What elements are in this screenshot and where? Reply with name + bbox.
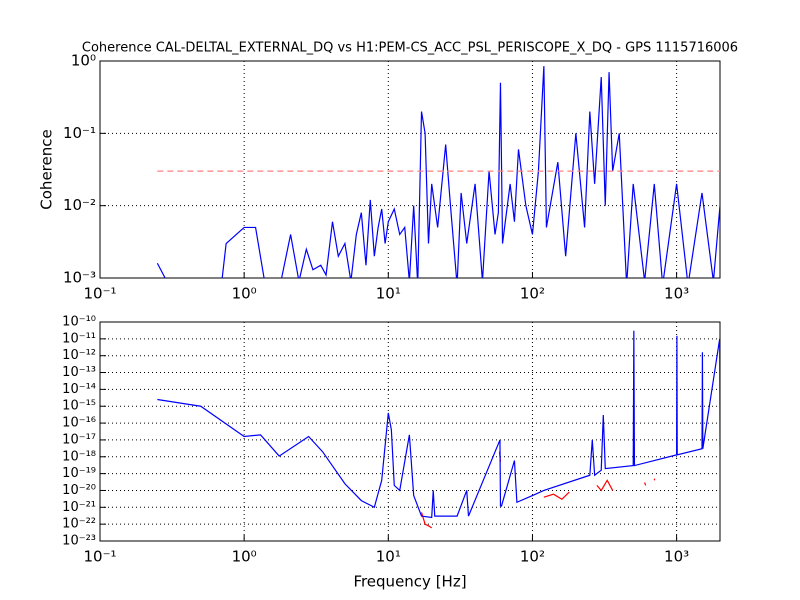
x-tick-label: 10⁰ xyxy=(232,285,257,303)
y-tick-label: 10⁻¹⁶ xyxy=(62,416,96,431)
y-tick-label: 10⁻¹ xyxy=(63,124,96,142)
axes-frame xyxy=(99,321,721,542)
plot-area xyxy=(156,66,720,278)
y-tick-label: 10⁻²¹ xyxy=(62,500,96,515)
y-tick-label: 10⁻³ xyxy=(63,269,96,287)
x-tick-label: 10¹ xyxy=(376,548,401,566)
y-tick-label: 10⁻²⁰ xyxy=(62,483,96,498)
x-tick-label: 10² xyxy=(520,285,545,303)
x-tick-label: 10² xyxy=(520,548,545,566)
chart-title: Coherence CAL-DELTAL_EXTERNAL_DQ vs H1:P… xyxy=(82,41,738,56)
y-tick-label: 10⁻¹⁸ xyxy=(62,449,96,464)
y-tick-label: 10⁻²² xyxy=(62,517,96,532)
data-line xyxy=(156,66,720,278)
y-tick-label: 10⁻¹⁰ xyxy=(62,315,96,330)
y-tick-label: 10⁻¹⁴ xyxy=(62,382,96,397)
x-tick-label: 10⁰ xyxy=(232,548,257,566)
y-tick-label: 10⁻² xyxy=(63,196,96,214)
x-tick-label: 10¹ xyxy=(376,285,401,303)
data-line xyxy=(157,330,720,519)
x-tick-label: 10³ xyxy=(664,548,689,566)
y-tick-label: 10⁰ xyxy=(71,52,96,70)
plot-area xyxy=(157,330,720,529)
y-tick-label: 10⁻¹¹ xyxy=(62,331,96,346)
x-tick-label: 10³ xyxy=(664,285,689,303)
y-tick-label: 10⁻²³ xyxy=(62,534,96,549)
y-tick-label: 10⁻¹³ xyxy=(62,365,96,380)
x-tick-label: 10⁻¹ xyxy=(83,285,116,303)
axes-frame xyxy=(99,60,721,279)
y-tick-label: 10⁻¹⁹ xyxy=(62,466,96,481)
x-tick-label: 10⁻¹ xyxy=(83,548,116,566)
y-tick-label: 10⁻¹⁷ xyxy=(62,432,96,447)
y-tick-label: 10⁻¹⁵ xyxy=(62,399,96,414)
y-tick-label: 10⁻¹² xyxy=(62,348,96,363)
x-axis-label: Frequency [Hz] xyxy=(353,573,466,591)
y-axis-label: Coherence xyxy=(38,129,56,209)
